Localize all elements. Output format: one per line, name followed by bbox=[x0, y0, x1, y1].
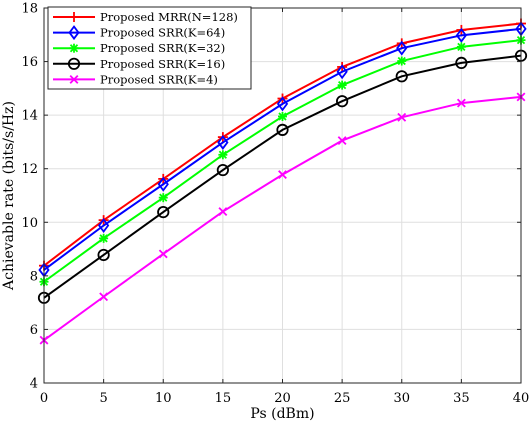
legend-entry: Proposed SRR(K=16) bbox=[53, 57, 225, 71]
circle-marker bbox=[97, 248, 110, 262]
x-tick-label: 30 bbox=[393, 391, 410, 406]
x-marker bbox=[158, 249, 168, 259]
series-layer bbox=[37, 18, 528, 345]
legend-label: Proposed MRR(N=128) bbox=[100, 10, 238, 24]
x-marker bbox=[218, 207, 228, 217]
x-tick-label: 25 bbox=[334, 391, 351, 406]
legend-label: Proposed SRR(K=4) bbox=[100, 72, 218, 86]
x-tick-label: 0 bbox=[40, 391, 48, 406]
star-marker bbox=[99, 233, 109, 243]
circle-marker bbox=[455, 56, 468, 70]
diamond-marker bbox=[396, 40, 408, 56]
axis-ticks: 0 5 10 15 20 25 30 35 40 4 6 8 10 12 14 16 18 bbox=[21, 2, 529, 407]
legend-entry: Proposed SRR(K=64) bbox=[53, 25, 225, 41]
star-marker bbox=[337, 80, 347, 90]
y-tick-label: 14 bbox=[21, 109, 38, 124]
star-marker bbox=[397, 56, 407, 66]
legend-label: Proposed SRR(K=32) bbox=[100, 41, 225, 55]
series-line bbox=[43, 27, 522, 271]
legend-entry: Proposed SRR(K=32) bbox=[53, 41, 225, 55]
circle-marker bbox=[157, 206, 170, 219]
x-marker bbox=[278, 170, 287, 180]
x-axis-label: Ps (dBm) bbox=[250, 406, 314, 422]
diamond-marker bbox=[98, 218, 110, 233]
circle-marker bbox=[395, 70, 408, 83]
series-5 bbox=[39, 92, 526, 345]
x-tick-label: 15 bbox=[215, 391, 232, 406]
diamond-marker bbox=[336, 64, 348, 80]
series-2 bbox=[38, 21, 527, 278]
x-marker bbox=[456, 98, 466, 108]
series-4 bbox=[37, 49, 528, 304]
y-tick-label: 6 bbox=[30, 323, 38, 338]
star-marker bbox=[158, 193, 168, 203]
x-tick-label: 20 bbox=[274, 391, 291, 406]
legend: Proposed MRR(N=128)Proposed SRR(K=64)Pro… bbox=[47, 6, 252, 90]
x-tick-label: 10 bbox=[155, 391, 172, 406]
star-marker bbox=[456, 42, 466, 52]
y-tick-label: 18 bbox=[21, 2, 38, 17]
series-line bbox=[43, 54, 522, 299]
x-marker bbox=[99, 292, 109, 302]
diamond-marker bbox=[217, 134, 229, 150]
diamond-marker bbox=[455, 27, 467, 43]
x-tick-label: 35 bbox=[453, 391, 470, 406]
y-tick-label: 10 bbox=[21, 216, 38, 231]
diamond-marker bbox=[157, 176, 169, 192]
y-tick-label: 16 bbox=[21, 55, 38, 70]
star-marker bbox=[69, 43, 79, 53]
x-tick-label: 5 bbox=[99, 391, 107, 406]
x-marker bbox=[397, 112, 407, 122]
diamond-marker bbox=[68, 25, 80, 41]
circle-marker bbox=[67, 57, 81, 70]
legend-label: Proposed SRR(K=64) bbox=[100, 26, 225, 40]
legend-entry: Proposed MRR(N=128) bbox=[53, 10, 238, 24]
x-tick-label: 40 bbox=[513, 391, 530, 406]
circle-marker bbox=[276, 123, 289, 136]
star-marker bbox=[278, 111, 287, 121]
y-tick-label: 4 bbox=[30, 377, 38, 392]
star-marker bbox=[218, 150, 228, 160]
x-marker bbox=[69, 74, 79, 84]
circle-marker bbox=[336, 95, 349, 108]
legend-entry: Proposed SRR(K=4) bbox=[53, 72, 218, 86]
y-tick-label: 12 bbox=[21, 162, 38, 177]
y-tick-label: 8 bbox=[30, 269, 38, 284]
y-axis-label: Achievable rate (bits/s/Hz) bbox=[1, 101, 17, 291]
circle-marker bbox=[216, 163, 229, 177]
x-marker bbox=[337, 136, 347, 146]
diamond-marker bbox=[276, 96, 289, 112]
plus-marker bbox=[69, 12, 79, 22]
legend-label: Proposed SRR(K=16) bbox=[100, 57, 225, 71]
